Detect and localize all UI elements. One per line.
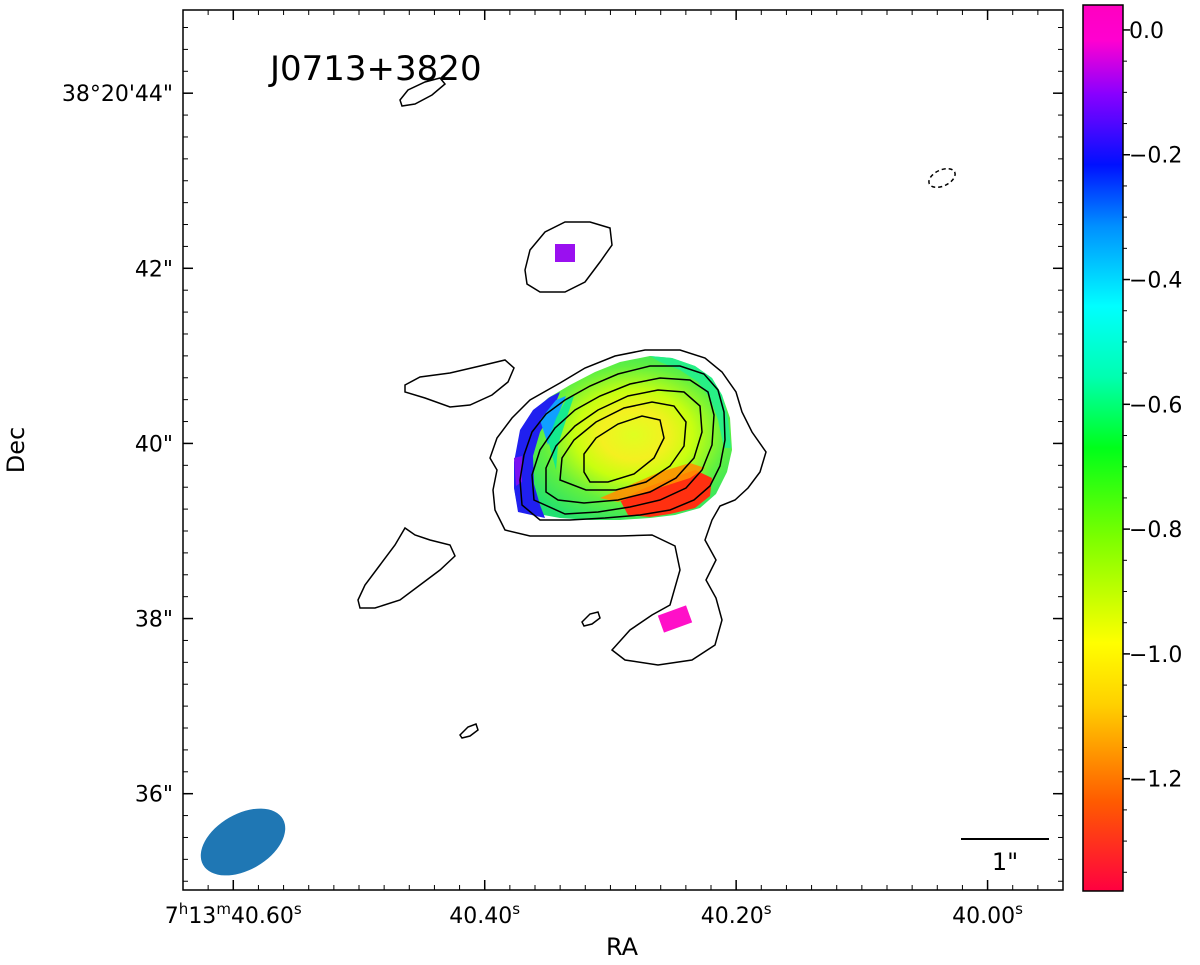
contour-small-1	[581, 611, 601, 627]
chart-title: J0713+3820	[268, 49, 482, 89]
x-tick-label: 40.40s	[449, 900, 520, 929]
y-tick-label: 38"	[135, 608, 173, 633]
scale-bar-label: 1"	[992, 848, 1018, 876]
contour-4	[545, 389, 703, 504]
blob-left-edge-cyan	[540, 396, 566, 445]
colorbar-tick-label: −0.2	[1129, 144, 1182, 169]
colorbar-tick-label: −1.2	[1129, 768, 1182, 793]
beam-ellipse	[200, 808, 286, 876]
blob-left-edge	[514, 392, 560, 518]
colorbar-tick-label: −1.0	[1129, 643, 1182, 668]
y-tick-label: 40"	[135, 432, 173, 457]
contour-6	[583, 415, 665, 483]
blob-right-edge	[650, 356, 731, 448]
contour-small-2	[459, 723, 479, 739]
contour-5	[559, 401, 687, 491]
y-tick-label: 36"	[135, 783, 173, 808]
colorbar-tick-label: −0.6	[1129, 393, 1182, 418]
blob-left-edge-teal	[548, 396, 574, 470]
colorbar-tick-label: −0.4	[1129, 269, 1182, 294]
y-axis-ticks: 38°20'44" 42" 40" 38" 36"	[62, 27, 1063, 882]
blob-orange-region	[600, 463, 705, 502]
x-axis-title: RA	[606, 933, 639, 961]
colorbar-tick-label: 0.0	[1129, 19, 1164, 44]
contour-west-wing	[404, 359, 515, 408]
blob-red-region	[620, 470, 712, 517]
x-axis-ticks: 7h13m40.60s 40.40s 40.20s 40.00s	[165, 10, 1039, 929]
contour-2	[519, 365, 726, 521]
colorbar-ticks: 0.0 −0.2 −0.4 −0.6 −0.8 −1.0 −1.2	[1123, 19, 1182, 873]
y-axis-title: Dec	[2, 427, 30, 473]
intensity-contours	[357, 77, 956, 739]
spectral-index-pixels	[514, 244, 732, 633]
contour-negative	[928, 167, 956, 189]
contour-3	[531, 377, 715, 515]
pixel-south	[657, 605, 693, 633]
x-tick-label: 40.00s	[952, 900, 1023, 929]
contour-north	[524, 221, 613, 293]
pixel-north	[555, 244, 575, 262]
contour-southwest	[357, 526, 456, 609]
colorbar-tick-label: −0.8	[1129, 518, 1182, 543]
x-tick-label: 40.20s	[701, 900, 772, 929]
plot-frame	[182, 9, 1064, 891]
contour-outer	[489, 349, 767, 666]
x-tick-label: 7h13m40.60s	[165, 900, 302, 929]
y-tick-label: 42"	[135, 257, 173, 282]
map-area: 1" J0713+3820	[200, 49, 1049, 876]
contour-top-left	[399, 77, 447, 107]
y-tick-label: 38°20'44"	[62, 82, 173, 107]
colorbar	[1082, 4, 1124, 892]
